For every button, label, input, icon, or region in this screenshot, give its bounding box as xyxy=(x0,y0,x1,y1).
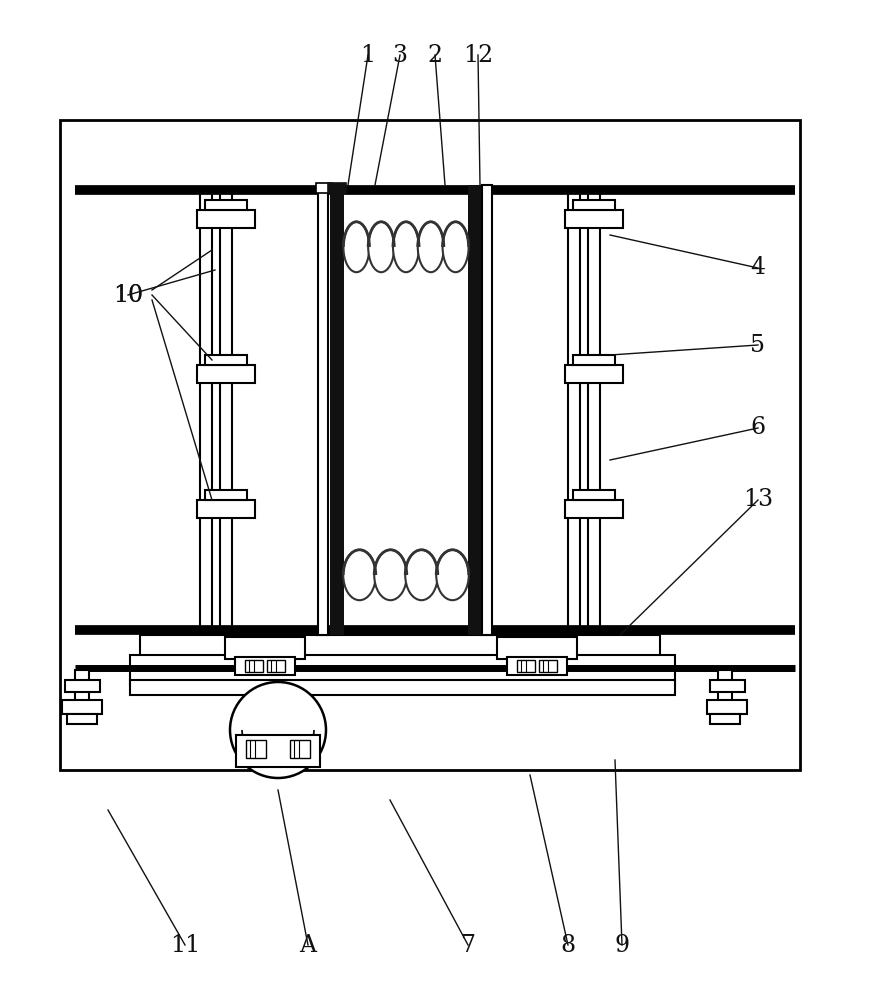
Bar xyxy=(316,183,332,193)
Bar xyxy=(65,680,100,692)
Text: 2: 2 xyxy=(427,43,443,66)
Ellipse shape xyxy=(418,222,444,272)
Bar xyxy=(507,657,567,675)
Text: 9: 9 xyxy=(615,934,630,956)
Bar xyxy=(468,185,482,635)
Bar xyxy=(235,657,295,675)
Text: A: A xyxy=(299,934,317,956)
Bar xyxy=(707,700,747,714)
Ellipse shape xyxy=(393,222,419,272)
Bar xyxy=(710,680,745,692)
Bar xyxy=(205,200,247,210)
Bar xyxy=(482,185,492,635)
Text: 3: 3 xyxy=(392,43,407,66)
Text: 6: 6 xyxy=(751,416,766,440)
Bar xyxy=(710,714,740,724)
Bar xyxy=(245,660,263,672)
Bar xyxy=(328,183,346,193)
Bar xyxy=(573,355,615,365)
Text: 11: 11 xyxy=(170,934,201,956)
Bar xyxy=(205,355,247,365)
Bar xyxy=(130,655,675,685)
Bar xyxy=(225,637,305,659)
Bar xyxy=(62,700,102,714)
Bar xyxy=(205,490,247,500)
Bar xyxy=(718,670,732,715)
Text: 12: 12 xyxy=(463,43,494,66)
Circle shape xyxy=(230,682,326,778)
Bar xyxy=(573,490,615,500)
Bar xyxy=(197,210,255,228)
Bar xyxy=(318,185,328,635)
Bar xyxy=(517,660,535,672)
Ellipse shape xyxy=(344,222,370,272)
Bar xyxy=(267,660,285,672)
Text: 4: 4 xyxy=(751,256,766,279)
Bar xyxy=(565,365,623,383)
Bar xyxy=(573,200,615,210)
Ellipse shape xyxy=(374,550,406,600)
Ellipse shape xyxy=(405,550,438,600)
Text: 10: 10 xyxy=(113,284,143,306)
Bar xyxy=(75,670,89,715)
Text: 8: 8 xyxy=(561,934,576,956)
Text: 1: 1 xyxy=(360,43,376,66)
Bar xyxy=(565,210,623,228)
Ellipse shape xyxy=(344,550,376,600)
Text: 10: 10 xyxy=(113,284,143,306)
Text: 5: 5 xyxy=(751,334,766,357)
Bar xyxy=(330,185,344,635)
Ellipse shape xyxy=(368,222,394,272)
Bar xyxy=(565,500,623,518)
Bar xyxy=(67,714,97,724)
Text: 7: 7 xyxy=(460,934,475,956)
Bar xyxy=(539,660,557,672)
Bar xyxy=(246,740,266,758)
Bar xyxy=(130,680,675,695)
Text: 13: 13 xyxy=(743,488,773,512)
Bar xyxy=(197,500,255,518)
Bar xyxy=(497,637,577,659)
Bar xyxy=(290,740,310,758)
Ellipse shape xyxy=(436,550,469,600)
Bar xyxy=(60,120,800,770)
Bar xyxy=(197,365,255,383)
Bar xyxy=(140,635,660,657)
Ellipse shape xyxy=(443,222,468,272)
Bar xyxy=(236,735,320,767)
